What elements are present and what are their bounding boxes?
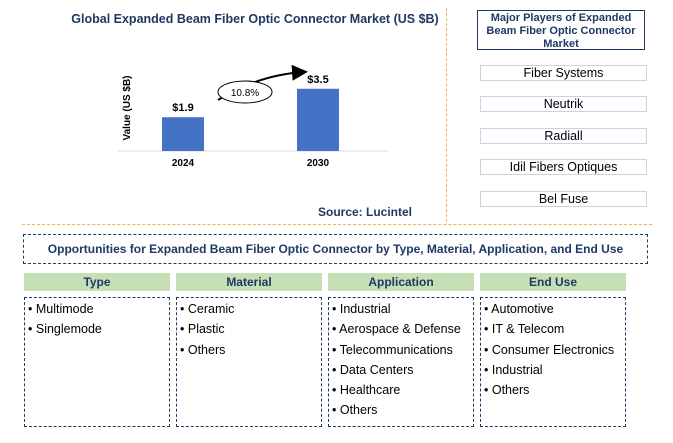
list-item: • Aerospace & Defense — [332, 322, 461, 337]
major-players-title: Major Players of Expanded Beam Fiber Opt… — [477, 10, 645, 50]
x-tick-label: 2024 — [172, 158, 195, 169]
list-item: • Others — [484, 383, 530, 398]
list-item: • Industrial — [484, 362, 543, 377]
list-item: • Plastic — [180, 322, 225, 337]
segment-list-application: • Industrial • Aerospace & Defense • Tel… — [328, 297, 474, 427]
segment-list-material: • Ceramic • Plastic • Others — [176, 297, 322, 427]
list-item: • Consumer Electronics — [484, 342, 615, 357]
bar-value-label: $1.9 — [172, 102, 193, 114]
list-item: • Others — [180, 342, 226, 357]
list-item: • Automotive — [484, 302, 554, 316]
list-item: • Others — [332, 403, 378, 418]
player-item: Neutrik — [480, 96, 647, 112]
segment-header-material: Material — [176, 273, 322, 291]
horizontal-divider — [22, 224, 652, 225]
growth-rate-label: 10.8% — [231, 88, 259, 99]
vertical-divider — [446, 8, 447, 222]
list-item: • Healthcare — [332, 383, 401, 398]
player-item: Bel Fuse — [480, 191, 647, 207]
bar-chart: Value (US $B) $1.9 2024 $3.5 2030 10.8% — [118, 64, 388, 169]
y-axis-label: Value (US $B) — [122, 75, 133, 140]
list-item: • Industrial — [332, 302, 391, 316]
chart-title: Global Expanded Beam Fiber Optic Connect… — [71, 12, 439, 26]
list-item: • Telecommunications — [332, 342, 453, 357]
bar-2030 — [297, 88, 339, 151]
list-item: • Singlemode — [28, 322, 102, 337]
list-item: • Multimode — [28, 302, 94, 316]
player-item: Radiall — [480, 128, 647, 144]
bar-2024 — [162, 117, 204, 151]
player-item: Fiber Systems — [480, 65, 647, 81]
segment-header-application: Application — [328, 273, 474, 291]
list-item: • Ceramic — [180, 302, 235, 316]
player-item: Idil Fibers Optiques — [480, 159, 647, 175]
segment-list-end-use: • Automotive • IT & Telecom • Consumer E… — [480, 297, 626, 427]
opportunities-title: Opportunities for Expanded Beam Fiber Op… — [23, 234, 648, 264]
source-label: Source: Lucintel — [318, 205, 413, 219]
segment-header-end-use: End Use — [480, 273, 626, 291]
segment-list-type: • Multimode • Singlemode — [24, 297, 170, 427]
list-item: • Data Centers — [332, 362, 414, 377]
segment-header-type: Type — [24, 273, 170, 291]
growth-bubble — [217, 80, 273, 104]
x-tick-label: 2030 — [307, 158, 330, 169]
list-item: • IT & Telecom — [484, 322, 565, 337]
bar-value-label: $3.5 — [307, 74, 328, 86]
